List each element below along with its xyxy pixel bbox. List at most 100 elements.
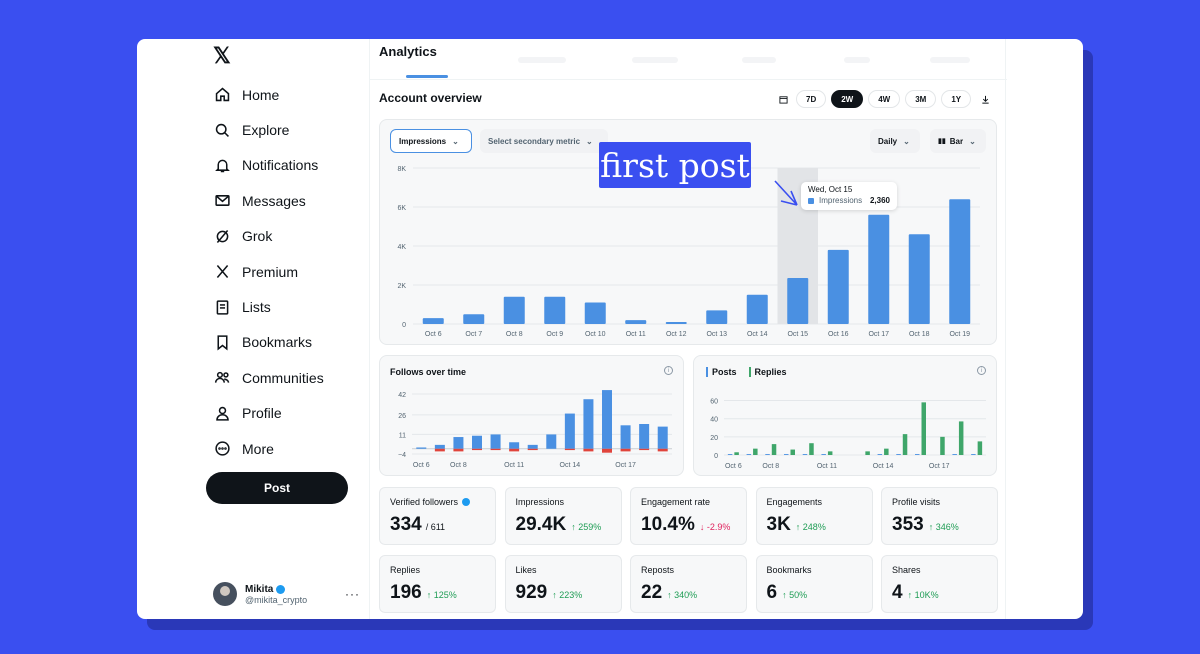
sidebar-item-notifications[interactable]: Notifications xyxy=(213,148,324,183)
tab-placeholder[interactable] xyxy=(930,57,970,63)
sidebar-item-lists[interactable]: Lists xyxy=(213,289,324,324)
posts-bar[interactable] xyxy=(952,454,957,455)
range-3m[interactable]: 3M xyxy=(905,90,937,108)
impressions-bar[interactable] xyxy=(827,249,849,324)
info-icon[interactable]: i xyxy=(977,366,986,375)
unfollows-bar[interactable] xyxy=(490,448,501,451)
follows-bar[interactable] xyxy=(564,413,575,449)
primary-metric-dropdown[interactable]: Impressions ⌄ xyxy=(390,129,472,153)
impressions-bar[interactable] xyxy=(665,322,687,324)
posts-bar[interactable] xyxy=(746,454,752,455)
sidebar-item-messages[interactable]: Messages xyxy=(213,183,324,218)
impressions-bar[interactable] xyxy=(584,302,606,324)
posts-bar[interactable] xyxy=(784,454,789,455)
range-2w[interactable]: 2W xyxy=(831,90,864,108)
impressions-bar[interactable] xyxy=(544,296,566,324)
replies-bar[interactable] xyxy=(977,441,983,455)
impressions-bar[interactable] xyxy=(422,318,444,324)
replies-bar[interactable] xyxy=(884,448,889,455)
posts-bar[interactable] xyxy=(765,454,770,455)
posts-bar[interactable] xyxy=(915,454,920,455)
unfollows-bar[interactable] xyxy=(620,448,631,452)
unfollows-bar[interactable] xyxy=(434,448,445,452)
tab-placeholder[interactable] xyxy=(518,57,566,63)
impressions-bar[interactable] xyxy=(949,199,971,324)
tab-placeholder[interactable] xyxy=(632,57,678,63)
replies-bar[interactable] xyxy=(771,444,777,455)
follows-bar[interactable] xyxy=(509,442,520,449)
granularity-dropdown[interactable]: Daily ⌄ xyxy=(870,129,920,153)
range-7d[interactable]: 7D xyxy=(796,90,827,108)
sidebar-item-explore[interactable]: Explore xyxy=(213,112,324,147)
impressions-bar[interactable] xyxy=(463,314,485,324)
follows-bar[interactable] xyxy=(416,447,427,449)
unfollows-bar[interactable] xyxy=(472,448,482,451)
sidebar-item-bookmarks[interactable]: Bookmarks xyxy=(213,325,324,360)
replies-bar[interactable] xyxy=(921,402,927,455)
replies-bar[interactable] xyxy=(753,448,758,455)
sidebar-item-profile[interactable]: Profile xyxy=(213,396,324,431)
stat-card-engagements[interactable]: Engagements 3K ↑ 248% xyxy=(755,487,873,545)
follows-bar[interactable] xyxy=(620,425,631,449)
follows-bar[interactable] xyxy=(657,426,668,449)
download-icon[interactable] xyxy=(977,91,993,107)
replies-bar[interactable] xyxy=(809,443,814,455)
sidebar-item-more[interactable]: More xyxy=(213,431,324,466)
posts-bar[interactable] xyxy=(821,454,826,455)
unfollows-bar[interactable] xyxy=(564,448,575,451)
posts-bar[interactable] xyxy=(727,454,733,455)
replies-bar[interactable] xyxy=(827,451,833,455)
follows-bar[interactable] xyxy=(453,437,464,449)
legend-posts[interactable]: Posts xyxy=(706,367,737,377)
legend-replies[interactable]: Replies xyxy=(748,367,787,377)
sidebar-item-grok[interactable]: Grok xyxy=(213,219,324,254)
tab-placeholder[interactable] xyxy=(844,57,870,63)
unfollows-bar[interactable] xyxy=(639,448,650,451)
impressions-bar[interactable] xyxy=(746,294,768,324)
stat-card-profile-visits[interactable]: Profile visits 353 ↑ 346% xyxy=(881,487,998,545)
follows-bar[interactable] xyxy=(602,390,612,449)
x-logo-icon[interactable]: 𝕏 xyxy=(213,43,231,68)
unfollows-bar[interactable] xyxy=(583,448,594,452)
unfollows-bar[interactable] xyxy=(602,448,612,453)
replies-bar[interactable] xyxy=(734,452,739,455)
unfollows-bar[interactable] xyxy=(657,448,668,452)
unfollows-bar[interactable] xyxy=(509,448,520,452)
stat-card-engagement-rate[interactable]: Engagement rate 10.4% ↓ -2.9% xyxy=(630,487,747,545)
stat-card-shares[interactable]: Shares 4 ↑ 10K% xyxy=(881,555,998,613)
account-more-icon[interactable]: ··· xyxy=(345,587,360,601)
posts-bar[interactable] xyxy=(896,454,901,455)
sidebar-item-home[interactable]: Home xyxy=(213,77,324,112)
sidebar-item-communities[interactable]: Communities xyxy=(213,360,324,395)
tab-placeholder[interactable] xyxy=(742,57,776,63)
range-4w[interactable]: 4W xyxy=(868,90,901,108)
stat-card-reposts[interactable]: Reposts 22 ↑ 340% xyxy=(630,555,747,613)
sidebar-item-premium[interactable]: Premium xyxy=(213,254,324,289)
posts-bar[interactable] xyxy=(971,454,976,455)
follows-bar[interactable] xyxy=(527,444,538,449)
follows-bar[interactable] xyxy=(434,444,445,449)
post-button[interactable]: Post xyxy=(206,472,348,504)
stat-card-verified-followers[interactable]: Verified followers 334/ 611 xyxy=(379,487,496,545)
stat-card-replies[interactable]: Replies 196 ↑ 125% xyxy=(379,555,496,613)
follows-bar[interactable] xyxy=(472,435,482,449)
range-1y[interactable]: 1Y xyxy=(941,90,972,108)
replies-bar[interactable] xyxy=(902,434,908,455)
secondary-metric-dropdown[interactable]: Select secondary metric ⌄ xyxy=(480,129,608,153)
follows-bar[interactable] xyxy=(583,399,594,449)
impressions-bar[interactable] xyxy=(868,214,890,324)
impressions-bar[interactable] xyxy=(625,320,647,324)
impressions-bar[interactable] xyxy=(503,296,525,324)
posts-bar[interactable] xyxy=(877,454,883,455)
follows-bar[interactable] xyxy=(546,434,557,449)
follows-bar[interactable] xyxy=(490,434,501,449)
impressions-bar[interactable] xyxy=(908,234,930,324)
unfollows-bar[interactable] xyxy=(527,448,538,451)
impressions-bar[interactable] xyxy=(706,310,728,324)
follows-bar[interactable] xyxy=(639,424,650,449)
chart-style-dropdown[interactable]: ▮▮ Bar ⌄ xyxy=(930,129,986,153)
stat-card-bookmarks[interactable]: Bookmarks 6 ↑ 50% xyxy=(755,555,873,613)
account-switcher[interactable]: Mikita @mikita_crypto xyxy=(213,582,307,606)
stat-card-impressions[interactable]: Impressions 29.4K ↑ 259% xyxy=(504,487,622,545)
calendar-icon[interactable] xyxy=(775,91,791,107)
